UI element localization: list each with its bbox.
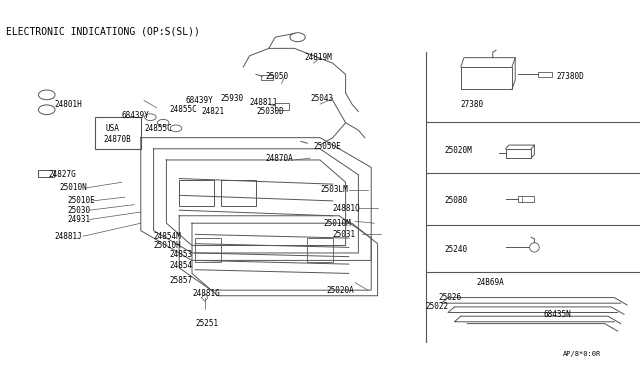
- Text: 24855C: 24855C: [144, 124, 172, 133]
- Bar: [95, 117, 141, 149]
- Text: 24881Q: 24881Q: [333, 204, 360, 213]
- Text: 25030D: 25030D: [256, 107, 284, 116]
- Text: 68439Y: 68439Y: [122, 111, 149, 120]
- Text: 25080: 25080: [445, 196, 468, 205]
- Text: 25030: 25030: [67, 206, 90, 215]
- Text: 24870B: 24870B: [104, 135, 131, 144]
- Text: 68439Y: 68439Y: [186, 96, 213, 105]
- Bar: [195, 238, 221, 262]
- Text: 25022: 25022: [426, 302, 449, 311]
- Text: 25010M: 25010M: [323, 219, 351, 228]
- Text: 24881J: 24881J: [54, 232, 82, 241]
- Text: 24931: 24931: [67, 215, 90, 224]
- Text: 24854: 24854: [170, 262, 193, 270]
- Text: USA: USA: [106, 124, 120, 133]
- Text: 24B69A: 24B69A: [477, 278, 504, 287]
- Text: 24821: 24821: [202, 107, 225, 116]
- Text: 25031: 25031: [333, 230, 356, 239]
- Text: 25010N: 25010N: [60, 183, 87, 192]
- Text: 68435N: 68435N: [544, 310, 572, 319]
- Text: 24855C: 24855C: [170, 105, 197, 114]
- Text: 24801H: 24801H: [54, 100, 82, 109]
- Text: 25930: 25930: [221, 94, 244, 103]
- Text: 24853: 24853: [170, 250, 193, 259]
- Bar: [275, 103, 289, 110]
- Text: ELECTRONIC INDICATIONG (OP:S(SL)): ELECTRONIC INDICATIONG (OP:S(SL)): [6, 26, 200, 36]
- Text: 25240: 25240: [445, 245, 468, 254]
- Bar: [538, 72, 552, 77]
- Text: 24870A: 24870A: [266, 154, 293, 163]
- Text: 25857: 25857: [170, 276, 193, 285]
- Text: 25251: 25251: [195, 319, 218, 328]
- Text: 25043: 25043: [310, 94, 333, 103]
- Text: 25010E: 25010E: [67, 196, 95, 205]
- Text: 25020M: 25020M: [445, 146, 472, 155]
- Text: 24881J: 24881J: [250, 98, 277, 107]
- Bar: [221, 180, 256, 206]
- Text: 27380: 27380: [461, 100, 484, 109]
- Text: 25050E: 25050E: [314, 142, 341, 151]
- Bar: [518, 196, 534, 202]
- Text: 24881G: 24881G: [192, 289, 220, 298]
- Text: 25010H: 25010H: [154, 241, 181, 250]
- Bar: [179, 180, 214, 206]
- Text: 2503LM: 2503LM: [320, 185, 348, 194]
- Bar: [307, 238, 333, 262]
- Text: AP/8*0:0R: AP/8*0:0R: [563, 351, 602, 357]
- Text: 24819M: 24819M: [304, 53, 332, 62]
- Text: 25026: 25026: [438, 293, 461, 302]
- Text: 24827G: 24827G: [48, 170, 76, 179]
- Text: 27380D: 27380D: [557, 72, 584, 81]
- Bar: [38, 170, 54, 177]
- Text: 24854M: 24854M: [154, 232, 181, 241]
- Text: 25050: 25050: [266, 72, 289, 81]
- Bar: [261, 75, 273, 80]
- Text: 25020A: 25020A: [326, 286, 354, 295]
